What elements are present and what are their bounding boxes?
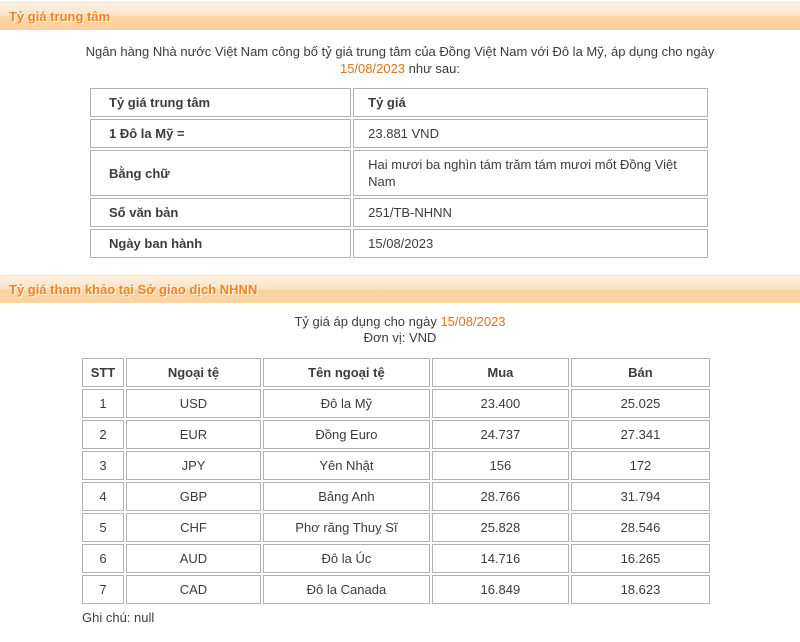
cell-name: Đồng Euro xyxy=(263,420,430,449)
cell-buy: 16.849 xyxy=(431,575,569,604)
table-header-row: STT Ngoại tệ Tên ngoại tệ Mua Bán xyxy=(82,358,710,387)
cell-code: CAD xyxy=(125,575,262,604)
unit-label: Đơn vị: VND xyxy=(363,330,437,345)
cell-code: AUD xyxy=(125,544,262,573)
cell-name: Bảng Anh xyxy=(263,482,430,511)
cell-sell: 28.546 xyxy=(570,513,710,542)
table-row: Số văn bản 251/TB-NHNN xyxy=(90,198,708,227)
cell-stt: 5 xyxy=(82,513,124,542)
cell-stt: 1 xyxy=(82,389,124,418)
cell-buy: 28.766 xyxy=(431,482,569,511)
central-rate-intro: Ngân hàng Nhà nước Việt Nam công bố tỷ g… xyxy=(80,43,720,77)
cell-sell: 16.265 xyxy=(570,544,710,573)
row-label: Ngày ban hành xyxy=(90,229,352,258)
cell-name: Yên Nhật xyxy=(263,451,430,480)
section-header-central-rate: Tỷ giá trung tâm xyxy=(0,2,800,30)
cell-name: Đô la Mỹ xyxy=(263,389,430,418)
cell-name: Phơ răng Thuỵ Sĩ xyxy=(263,513,430,542)
section-header-reference-rate: Tỷ giá tham khảo tại Sở giao dịch NHNN xyxy=(0,275,800,303)
reference-rate-table: STT Ngoại tệ Tên ngoại tệ Mua Bán 1 USD … xyxy=(80,356,712,606)
table-row: 1 Đô la Mỹ = 23.881 VND xyxy=(90,119,708,148)
cell-code: JPY xyxy=(125,451,262,480)
cell-buy: 14.716 xyxy=(431,544,569,573)
table-row: 5 CHF Phơ răng Thuỵ Sĩ 25.828 28.546 xyxy=(82,513,710,542)
row-value: 23.881 VND xyxy=(353,119,708,148)
intro-text-before: Ngân hàng Nhà nước Việt Nam công bố tỷ g… xyxy=(85,44,715,59)
header-cell-value: Tỷ giá xyxy=(353,88,708,117)
cell-name: Đô la Canada xyxy=(263,575,430,604)
table-row: 7 CAD Đô la Canada 16.849 18.623 xyxy=(82,575,710,604)
cell-code: CHF xyxy=(125,513,262,542)
central-rate-table: Tỷ giá trung tâm Tỷ giá 1 Đô la Mỹ = 23.… xyxy=(88,86,710,260)
cell-stt: 7 xyxy=(82,575,124,604)
cell-stt: 2 xyxy=(82,420,124,449)
cell-code: GBP xyxy=(125,482,262,511)
cell-code: USD xyxy=(125,389,262,418)
row-value: Hai mươi ba nghìn tám trăm tám mươi mốt … xyxy=(353,150,708,196)
cell-buy: 156 xyxy=(431,451,569,480)
section-title: Tỷ giá tham khảo tại Sở giao dịch NHNN xyxy=(9,282,258,297)
subtitle-date: 15/08/2023 xyxy=(440,314,506,329)
table-header-row: Tỷ giá trung tâm Tỷ giá xyxy=(90,88,708,117)
table-row: 4 GBP Bảng Anh 28.766 31.794 xyxy=(82,482,710,511)
table-row: Ngày ban hành 15/08/2023 xyxy=(90,229,708,258)
cell-buy: 24.737 xyxy=(431,420,569,449)
cell-stt: 3 xyxy=(82,451,124,480)
intro-date: 15/08/2023 xyxy=(339,61,406,76)
table-row: 3 JPY Yên Nhật 156 172 xyxy=(82,451,710,480)
row-value: 251/TB-NHNN xyxy=(353,198,708,227)
col-header-name: Tên ngoại tệ xyxy=(263,358,430,387)
col-header-buy: Mua xyxy=(431,358,569,387)
table-row: 2 EUR Đồng Euro 24.737 27.341 xyxy=(82,420,710,449)
subtitle-text: Tỷ giá áp dụng cho ngày xyxy=(294,314,441,329)
cell-buy: 23.400 xyxy=(431,389,569,418)
row-label: Bằng chữ xyxy=(90,150,352,196)
cell-name: Đô la Úc xyxy=(263,544,430,573)
table-row: 6 AUD Đô la Úc 14.716 16.265 xyxy=(82,544,710,573)
header-cell-label: Tỷ giá trung tâm xyxy=(90,88,352,117)
table-row: 1 USD Đô la Mỹ 23.400 25.025 xyxy=(82,389,710,418)
cell-sell: 18.623 xyxy=(570,575,710,604)
row-value: 15/08/2023 xyxy=(353,229,708,258)
cell-stt: 6 xyxy=(82,544,124,573)
col-header-stt: STT xyxy=(82,358,124,387)
cell-sell: 27.341 xyxy=(570,420,710,449)
row-label: Số văn bản xyxy=(90,198,352,227)
section-title: Tỷ giá trung tâm xyxy=(9,9,111,24)
cell-sell: 31.794 xyxy=(570,482,710,511)
note-text: Ghi chú: null xyxy=(82,610,155,625)
cell-sell: 172 xyxy=(570,451,710,480)
apply-date-line: Tỷ giá áp dụng cho ngày 15/08/2023 xyxy=(80,314,720,330)
table-row: Bằng chữ Hai mươi ba nghìn tám trăm tám … xyxy=(90,150,708,196)
cell-stt: 4 xyxy=(82,482,124,511)
intro-text-after: như sau: xyxy=(405,61,461,76)
cell-buy: 25.828 xyxy=(431,513,569,542)
col-header-code: Ngoại tệ xyxy=(125,358,262,387)
reference-rate-subtitle: Tỷ giá áp dụng cho ngày 15/08/2023 Đơn v… xyxy=(80,314,720,346)
cell-code: EUR xyxy=(125,420,262,449)
cell-sell: 25.025 xyxy=(570,389,710,418)
row-label: 1 Đô la Mỹ = xyxy=(90,119,352,148)
col-header-sell: Bán xyxy=(570,358,710,387)
